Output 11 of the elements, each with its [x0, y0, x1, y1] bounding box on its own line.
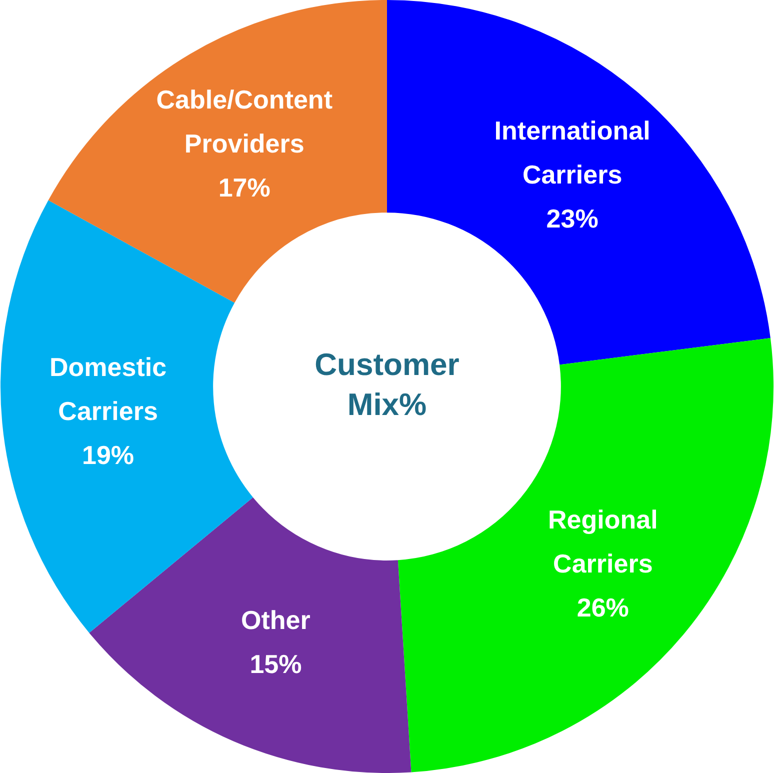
data-label: 23%: [546, 203, 598, 234]
slice-label: Other: [241, 604, 310, 635]
slice-label: Domestic Carriers: [50, 352, 167, 426]
slice-label: Cable/Content Providers: [156, 84, 333, 158]
slice-label: International Carriers: [494, 115, 650, 190]
data-label: 26%: [576, 592, 629, 622]
slice-label: Regional Carriers: [548, 504, 658, 578]
data-label: 15%: [250, 648, 302, 679]
data-label: 19%: [82, 440, 134, 470]
text: Customer Mix%: [314, 347, 460, 422]
data-label: 17%: [218, 172, 270, 202]
